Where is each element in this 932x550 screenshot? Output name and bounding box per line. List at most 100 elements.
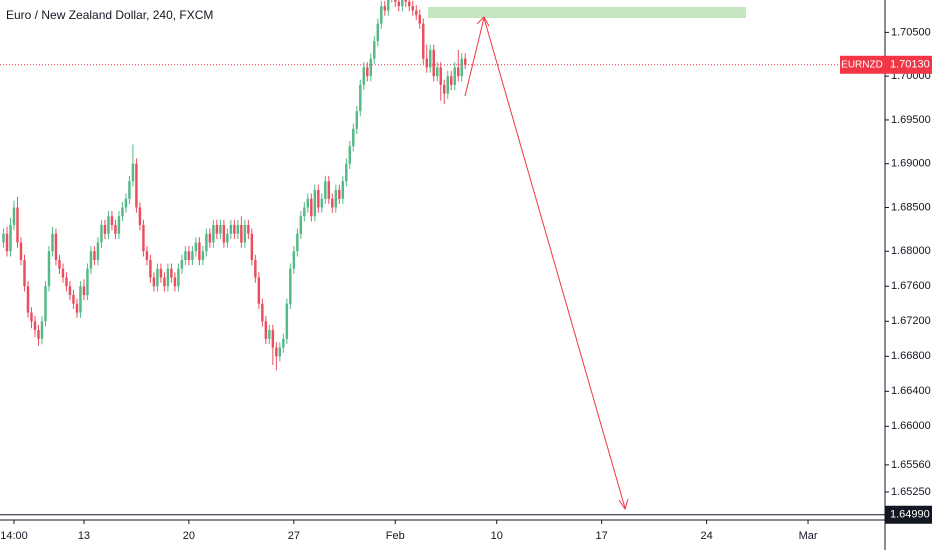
- candle-body: [338, 189, 341, 199]
- candle-body: [89, 251, 93, 269]
- x-tick-label: 24: [700, 530, 712, 542]
- candle-body: [145, 251, 149, 260]
- candle-body: [355, 111, 359, 129]
- candle-body: [156, 268, 159, 287]
- candle-body: [2, 233, 5, 243]
- candle-body: [348, 146, 352, 164]
- candle-body: [282, 338, 285, 348]
- y-tick-label: 1.65250: [891, 486, 931, 498]
- candle-body: [327, 181, 331, 199]
- y-tick-label: 1.70500: [891, 26, 931, 38]
- candle-body: [439, 67, 442, 85]
- candle-body: [131, 163, 135, 182]
- candle-body: [208, 233, 212, 243]
- candle-body: [114, 224, 117, 234]
- candle-body: [219, 224, 222, 234]
- candle-body: [401, 0, 404, 7]
- candle-body: [415, 10, 418, 15]
- candle-body: [100, 224, 103, 243]
- candle-body: [226, 233, 229, 243]
- candle-body: [460, 58, 463, 77]
- candle-body: [243, 224, 247, 243]
- level-tag: [885, 505, 932, 524]
- candle-body: [278, 347, 282, 357]
- candle-body: [198, 242, 201, 260]
- x-tick-label: Mar: [799, 530, 818, 542]
- x-tick-label: 27: [288, 530, 300, 542]
- candle-body: [212, 224, 215, 243]
- candle-body: [9, 224, 12, 252]
- candle-body: [121, 207, 124, 217]
- x-tick-label: Feb: [386, 530, 405, 542]
- candle-body: [19, 242, 23, 260]
- candle-body: [317, 189, 320, 208]
- candle-body: [51, 233, 54, 252]
- symbol-tag: [840, 55, 885, 74]
- candle-body: [453, 67, 456, 85]
- candle-body: [352, 128, 355, 147]
- candle-body: [222, 224, 226, 243]
- symbol-label: EURNZD: [841, 59, 883, 70]
- candle-body: [397, 1, 400, 7]
- candle-body: [334, 189, 338, 208]
- candle-body: [75, 303, 79, 313]
- candle-body: [86, 268, 89, 296]
- candle-body: [26, 286, 30, 313]
- x-tick-label: 14:00: [0, 530, 28, 542]
- x-tick-label: 17: [596, 530, 608, 542]
- candle-body: [432, 49, 435, 77]
- candle-body: [184, 251, 187, 260]
- candle-body: [264, 321, 268, 339]
- candle-body: [96, 242, 100, 260]
- candle-body: [61, 268, 65, 278]
- candle-body: [170, 268, 173, 278]
- candle-body: [44, 286, 47, 322]
- candle-body: [425, 58, 428, 68]
- candle-body: [271, 330, 275, 348]
- candle-body: [58, 260, 61, 269]
- candle-body: [128, 181, 131, 199]
- candle-body: [68, 286, 72, 296]
- candle-body: [16, 207, 19, 243]
- candle-body: [37, 330, 40, 339]
- candle-body: [369, 58, 373, 77]
- x-tick-label: 13: [78, 530, 90, 542]
- last-price-label: 1.70130: [890, 59, 930, 71]
- candle-body: [341, 181, 345, 199]
- y-tick-label: 1.66800: [891, 350, 931, 362]
- candle-body: [268, 330, 271, 339]
- y-tick-label: 1.67600: [891, 280, 931, 292]
- candle-body: [191, 251, 194, 260]
- candle-body: [285, 303, 289, 339]
- candle-body: [229, 224, 233, 234]
- candle-body: [296, 233, 299, 252]
- candle-body: [457, 67, 460, 77]
- arrow-head: [618, 498, 629, 511]
- candle-body: [261, 303, 264, 322]
- candle-body: [362, 67, 366, 85]
- candle-body: [257, 277, 261, 304]
- candle-body: [110, 216, 114, 225]
- level-label: 1.64990: [890, 509, 930, 521]
- candle-body: [173, 277, 177, 287]
- chart-title: Euro / New Zealand Dollar, 240, FXCM: [6, 8, 213, 22]
- candle-body: [313, 189, 317, 217]
- candle-body: [320, 198, 324, 208]
- candle-body: [383, 6, 387, 11]
- candle-body: [450, 76, 453, 85]
- candle-body: [331, 198, 334, 208]
- candle-body: [250, 233, 254, 260]
- candle-body: [12, 207, 16, 225]
- candle-body: [187, 251, 191, 260]
- plot-area: [2, 0, 746, 371]
- candle-body: [422, 23, 425, 59]
- candle-body: [159, 268, 163, 278]
- candle-body: [408, 1, 411, 7]
- candle-body: [166, 268, 170, 287]
- candle-body: [373, 41, 376, 59]
- candle-body: [464, 58, 467, 65]
- y-tick-label: 1.66000: [891, 420, 931, 432]
- arrow-down: [483, 17, 626, 509]
- candle-body: [359, 84, 362, 112]
